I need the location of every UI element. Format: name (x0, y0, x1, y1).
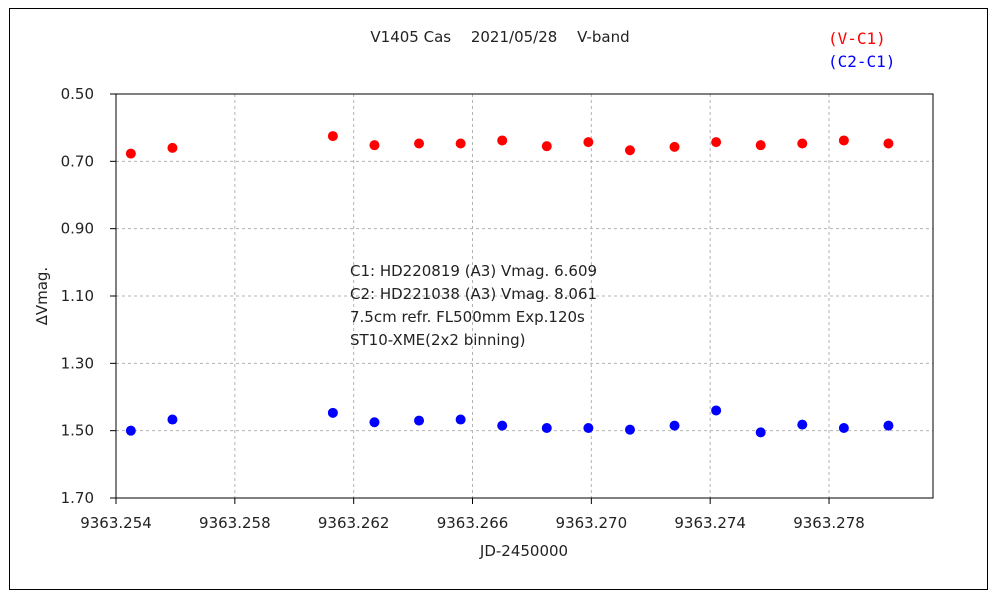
legend: (V-C1) (C2-C1) (828, 29, 895, 71)
chart-title: V1405 Cas 2021/05/28 V-band (370, 28, 629, 46)
data-point-v-c1 (838, 135, 849, 146)
x-axis-label: JD-2450000 (479, 542, 568, 560)
data-point-v-c1 (327, 131, 338, 142)
y-tick-label: 0.70 (61, 152, 94, 170)
data-point-v-c1 (497, 135, 508, 146)
chart-frame (9, 8, 988, 590)
data-point-v-c1 (541, 141, 552, 152)
axis-ticks (110, 93, 830, 504)
annotations: C1: HD220819 (A3) Vmag. 6.609 C2: HD2210… (350, 262, 597, 349)
legend-entry-c2-c1: (C2-C1) (828, 52, 895, 71)
data-point-v-c1 (414, 138, 425, 149)
y-tick-label: 1.70 (61, 489, 94, 507)
annotation-c2: C2: HD221038 (A3) Vmag. 8.061 (350, 285, 597, 303)
x-tick-label: 9363.270 (556, 514, 628, 532)
data-point-c2-c1 (711, 405, 722, 416)
data-point-v-c1 (455, 138, 466, 149)
y-tick-label: 0.90 (61, 220, 94, 238)
annotation-telescope: 7.5cm refr. FL500mm Exp.120s (350, 308, 585, 326)
legend-entry-v-c1: (V-C1) (828, 29, 886, 48)
data-point-c2-c1 (838, 422, 849, 433)
y-tick-label: 1.30 (61, 354, 94, 372)
data-point-c2-c1 (167, 414, 178, 425)
data-point-c2-c1 (624, 424, 635, 435)
data-point-v-c1 (797, 138, 808, 149)
x-tick-label: 9363.254 (80, 514, 152, 532)
data-point-v-c1 (369, 140, 380, 151)
data-point-c2-c1 (755, 427, 766, 438)
x-tick-label: 9363.262 (318, 514, 390, 532)
data-points (125, 131, 894, 438)
data-point-c2-c1 (125, 425, 136, 436)
data-point-c2-c1 (369, 417, 380, 428)
x-tick-label: 9363.274 (674, 514, 746, 532)
data-point-v-c1 (669, 141, 680, 152)
x-tick-label: 9363.278 (793, 514, 865, 532)
y-axis-label: ∆Vmag. (33, 267, 51, 326)
data-point-v-c1 (755, 140, 766, 151)
data-point-c2-c1 (327, 407, 338, 418)
data-point-v-c1 (711, 137, 722, 148)
x-tick-label: 9363.258 (199, 514, 271, 532)
y-tick-labels: 0.50 0.70 0.90 1.10 1.30 1.50 1.70 (61, 85, 94, 507)
data-point-c2-c1 (797, 419, 808, 430)
data-point-v-c1 (624, 145, 635, 156)
data-point-c2-c1 (414, 415, 425, 426)
grid (116, 94, 933, 498)
y-tick-label: 1.50 (61, 422, 94, 440)
data-point-v-c1 (583, 137, 594, 148)
data-point-c2-c1 (669, 420, 680, 431)
data-point-v-c1 (883, 138, 894, 149)
data-point-c2-c1 (583, 422, 594, 433)
annotation-c1: C1: HD220819 (A3) Vmag. 6.609 (350, 262, 597, 280)
annotation-camera: ST10-XME(2x2 binning) (350, 331, 525, 349)
data-point-c2-c1 (883, 420, 894, 431)
y-tick-label: 1.10 (61, 287, 94, 305)
data-point-v-c1 (125, 148, 136, 159)
y-tick-label: 0.50 (61, 85, 94, 103)
x-tick-labels: 9363.254 9363.258 9363.262 9363.266 9363.270… (80, 514, 865, 532)
x-tick-label: 9363.266 (437, 514, 509, 532)
data-point-c2-c1 (455, 414, 466, 425)
data-point-v-c1 (167, 142, 178, 153)
data-point-c2-c1 (497, 420, 508, 431)
data-point-c2-c1 (541, 422, 552, 433)
